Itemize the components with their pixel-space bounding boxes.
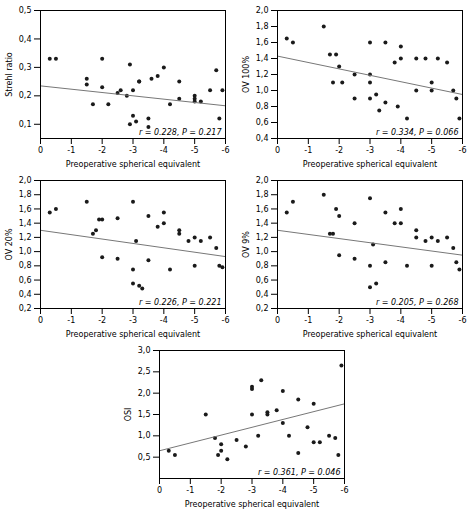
svg-text:0,3: 0,3 — [19, 63, 32, 72]
svg-text:0,2: 0,2 — [19, 304, 32, 313]
svg-text:1,4: 1,4 — [256, 219, 269, 228]
svg-text:1,6: 1,6 — [256, 38, 269, 47]
svg-text:3,0: 3,0 — [137, 346, 150, 355]
svg-text:0,8: 0,8 — [256, 102, 269, 111]
svg-text:-2: -2 — [217, 486, 225, 495]
svg-text:2,0: 2,0 — [137, 389, 150, 398]
svg-text:0,2: 0,2 — [19, 91, 32, 100]
svg-text:OSI: OSI — [124, 408, 133, 422]
svg-text:1,0: 1,0 — [137, 431, 150, 440]
svg-text:-2: -2 — [98, 146, 106, 155]
svg-text:-1: -1 — [67, 146, 75, 155]
svg-text:OV 9%: OV 9% — [242, 231, 251, 258]
svg-text:-3: -3 — [366, 146, 374, 155]
svg-text:2,5: 2,5 — [137, 367, 150, 376]
svg-text:1,6: 1,6 — [19, 205, 32, 214]
svg-text:-4: -4 — [397, 316, 405, 325]
svg-text:0: 0 — [275, 316, 280, 325]
svg-text:-6: -6 — [459, 316, 467, 325]
svg-text:0,6: 0,6 — [256, 118, 269, 127]
svg-text:2,0: 2,0 — [19, 176, 32, 185]
svg-text:0,2: 0,2 — [256, 304, 269, 313]
svg-text:1,2: 1,2 — [19, 233, 32, 242]
svg-text:0,4: 0,4 — [19, 35, 32, 44]
svg-text:0: 0 — [38, 316, 43, 325]
svg-text:0,6: 0,6 — [256, 276, 269, 285]
svg-text:-5: -5 — [428, 146, 436, 155]
svg-text:r = 0.228, P = 0.217: r = 0.228, P = 0.217 — [139, 128, 222, 137]
svg-text:1,6: 1,6 — [256, 205, 269, 214]
svg-text:OV 20%: OV 20% — [5, 228, 14, 260]
svg-text:0,8: 0,8 — [256, 261, 269, 270]
svg-text:r = 0.361, P = 0.046: r = 0.361, P = 0.046 — [257, 468, 340, 477]
svg-text:r = 0.334, P = 0.066: r = 0.334, P = 0.066 — [376, 128, 459, 137]
svg-text:Preoperative spherical equival: Preoperative spherical equivalent — [66, 160, 200, 169]
svg-text:1,0: 1,0 — [19, 247, 32, 256]
svg-text:1,4: 1,4 — [19, 219, 32, 228]
svg-text:-4: -4 — [160, 146, 168, 155]
svg-text:1,5: 1,5 — [137, 410, 150, 419]
svg-text:0,5: 0,5 — [137, 453, 150, 462]
svg-text:0,8: 0,8 — [19, 261, 32, 270]
svg-text:-6: -6 — [459, 146, 467, 155]
svg-text:-6: -6 — [222, 146, 230, 155]
svg-text:0,6: 0,6 — [19, 276, 32, 285]
svg-text:-1: -1 — [304, 316, 312, 325]
svg-text:-3: -3 — [129, 146, 137, 155]
svg-text:-3: -3 — [366, 316, 374, 325]
svg-text:0: 0 — [275, 146, 280, 155]
svg-text:-1: -1 — [304, 146, 312, 155]
svg-text:-6: -6 — [222, 316, 230, 325]
svg-text:1,8: 1,8 — [256, 22, 269, 31]
svg-text:Strehl ratio: Strehl ratio — [5, 52, 14, 97]
svg-text:-2: -2 — [335, 316, 343, 325]
svg-text:-3: -3 — [248, 486, 256, 495]
svg-text:Preoperative spherical equival: Preoperative spherical equivalent — [303, 330, 437, 339]
svg-text:1,0: 1,0 — [256, 247, 269, 256]
svg-text:-4: -4 — [278, 486, 286, 495]
svg-text:2,0: 2,0 — [256, 176, 269, 185]
svg-text:-5: -5 — [428, 316, 436, 325]
svg-text:-2: -2 — [98, 316, 106, 325]
svg-text:-2: -2 — [335, 146, 343, 155]
svg-text:r = 0.205, P = 0.268: r = 0.205, P = 0.268 — [376, 298, 459, 307]
svg-text:0,4: 0,4 — [19, 290, 32, 299]
svg-text:-1: -1 — [67, 316, 75, 325]
svg-text:-5: -5 — [309, 486, 317, 495]
svg-text:-3: -3 — [129, 316, 137, 325]
svg-text:0,4: 0,4 — [256, 290, 269, 299]
svg-text:-6: -6 — [340, 486, 348, 495]
svg-text:0: 0 — [38, 146, 43, 155]
svg-text:0: 0 — [156, 486, 161, 495]
svg-text:1,0: 1,0 — [256, 86, 269, 95]
svg-text:r = 0.226, P = 0.221: r = 0.226, P = 0.221 — [139, 298, 222, 307]
svg-text:1,2: 1,2 — [256, 233, 269, 242]
svg-text:2,0: 2,0 — [256, 6, 269, 15]
svg-text:-4: -4 — [160, 316, 168, 325]
svg-text:Preoperative spherical equival: Preoperative spherical equivalent — [184, 500, 318, 509]
svg-text:1,2: 1,2 — [256, 70, 269, 79]
svg-text:OV 100%: OV 100% — [242, 56, 251, 93]
svg-text:-5: -5 — [191, 146, 199, 155]
svg-text:-1: -1 — [186, 486, 194, 495]
svg-text:1,4: 1,4 — [256, 54, 269, 63]
svg-text:0,4: 0,4 — [256, 134, 269, 143]
svg-text:1,8: 1,8 — [19, 190, 32, 199]
svg-text:Preoperative spherical equival: Preoperative spherical equivalent — [66, 330, 200, 339]
svg-text:0,5: 0,5 — [19, 6, 32, 15]
svg-text:1,8: 1,8 — [256, 190, 269, 199]
svg-text:-5: -5 — [191, 316, 199, 325]
svg-text:-4: -4 — [397, 146, 405, 155]
svg-text:0,1: 0,1 — [19, 120, 32, 129]
svg-text:Preoperative spherical equival: Preoperative spherical equivalent — [303, 160, 437, 169]
